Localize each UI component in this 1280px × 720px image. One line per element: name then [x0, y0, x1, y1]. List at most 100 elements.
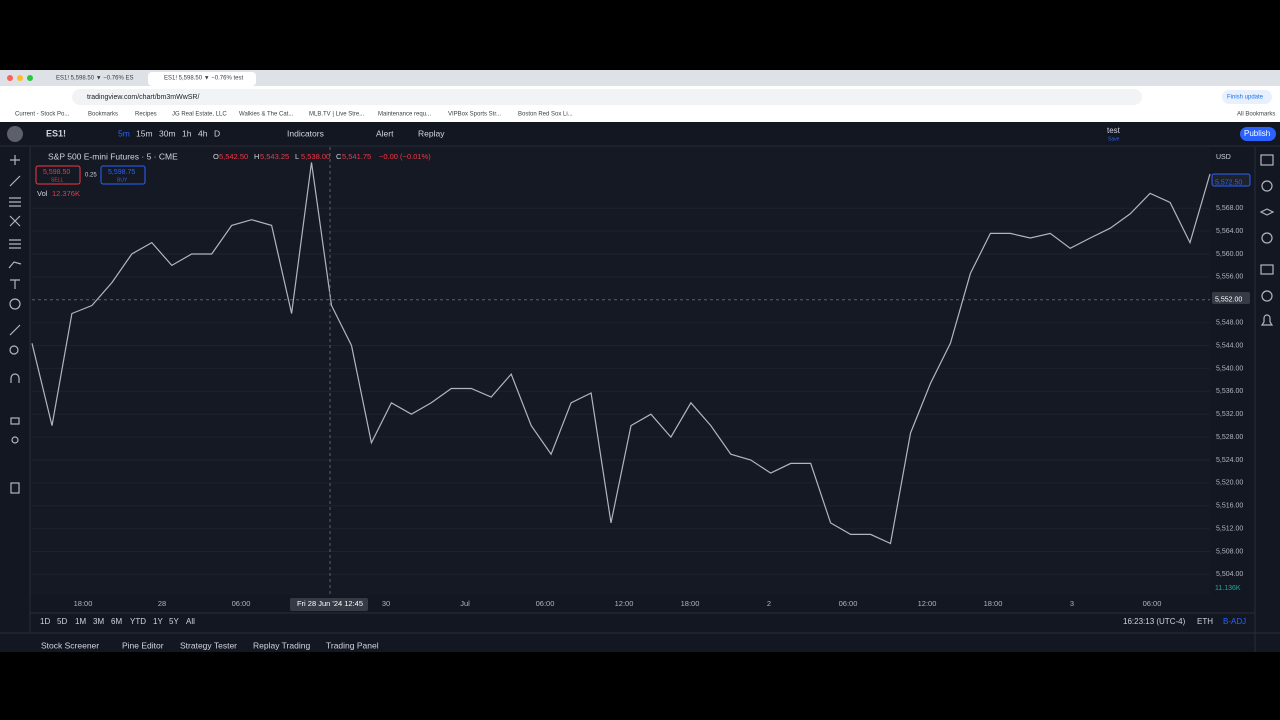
time-label: 18:00: [984, 599, 1003, 608]
ideas[interactable]: [1261, 232, 1273, 244]
alert[interactable]: Alert: [376, 128, 394, 138]
layout-status: Save: [1108, 136, 1120, 142]
buy-price[interactable]: 5,598.75: [108, 169, 135, 176]
tab-title[interactable]: ES1! 5,598.50 ▼ −0.76% ES: [56, 76, 134, 82]
range[interactable]: 5Y: [169, 617, 179, 626]
range[interactable]: 1Y: [153, 617, 163, 626]
range[interactable]: YTD: [130, 617, 146, 626]
tab-title[interactable]: ES1! 5,598.50 ▼ −0.76% test: [164, 76, 243, 82]
bookmark[interactable]: Boston Red Sox Li...: [518, 112, 573, 118]
price-tick-label: 5,508.00: [1216, 548, 1243, 555]
notifications[interactable]: [1260, 314, 1274, 326]
tool-line[interactable]: [9, 175, 21, 187]
interval[interactable]: 30m: [159, 128, 176, 138]
interval[interactable]: 1h: [182, 128, 192, 138]
layers[interactable]: [1259, 208, 1275, 216]
bookmark[interactable]: Current - Stock Po...: [15, 112, 70, 118]
panel-tab[interactable]: Trading Panel: [326, 640, 379, 650]
range[interactable]: 5D: [57, 617, 67, 626]
range[interactable]: 1M: [75, 617, 86, 626]
tool-emoji[interactable]: [9, 298, 21, 310]
range[interactable]: 6M: [111, 617, 122, 626]
session[interactable]: ETH: [1197, 617, 1213, 626]
bookmark[interactable]: Recipes: [135, 112, 157, 118]
ohlc-value: 5,538.00: [301, 152, 330, 161]
tool-eye[interactable]: [11, 436, 19, 444]
avatar[interactable]: [7, 126, 23, 142]
sell-button[interactable]: [35, 165, 81, 185]
adjust[interactable]: B-ADJ: [1223, 617, 1246, 626]
indicators[interactable]: Indicators: [287, 128, 324, 138]
currency[interactable]: USD: [1216, 154, 1231, 161]
time-label: 06:00: [536, 599, 555, 608]
change: −0.00 (−0.01%): [379, 152, 431, 161]
watchlist[interactable]: [1260, 154, 1274, 166]
tool-forecast[interactable]: [9, 239, 21, 249]
finish-update[interactable]: Finish update: [1227, 95, 1264, 101]
bookmark[interactable]: Bookmarks: [88, 112, 118, 118]
interval[interactable]: D: [214, 128, 220, 138]
time-label: 18:00: [681, 599, 700, 608]
active-tab[interactable]: [148, 72, 256, 86]
sell-price[interactable]: 5,598.50: [43, 169, 70, 176]
publish-button[interactable]: [1240, 127, 1276, 141]
tool-ruler[interactable]: [9, 324, 21, 336]
range[interactable]: 1D: [40, 617, 50, 626]
price-tick-label: 5,568.00: [1216, 205, 1243, 212]
buy[interactable]: BUY: [117, 177, 128, 183]
interval[interactable]: 15m: [136, 128, 153, 138]
tool-fib[interactable]: [9, 197, 21, 207]
ohlc-value: 5,542.50: [219, 152, 248, 161]
tab-strip: [0, 70, 1280, 86]
panel-tab[interactable]: Replay Trading: [253, 640, 310, 650]
publish[interactable]: Publish: [1244, 129, 1270, 138]
all-bookmarks[interactable]: All Bookmarks: [1237, 112, 1275, 118]
panel-tab[interactable]: Stock Screener: [41, 640, 99, 650]
volume-label: 11.136K: [1215, 585, 1241, 592]
chat[interactable]: [1260, 264, 1274, 275]
tool-lock[interactable]: [10, 417, 20, 425]
crosshair-time: Fri 28 Jun '24 12:45: [297, 599, 363, 608]
letterbox-bottom: [0, 652, 1280, 720]
symbol[interactable]: ES1!: [46, 128, 66, 138]
omnibox[interactable]: [72, 89, 1142, 105]
bookmark[interactable]: Maintenance requ...: [378, 112, 431, 118]
bookmark[interactable]: MLB.TV | Live Stre...: [309, 112, 365, 118]
bookmark[interactable]: JG Real Estate, LLC: [172, 112, 227, 118]
crosshair-price: 5,552.00: [1215, 297, 1242, 304]
interval[interactable]: 5m: [118, 128, 130, 138]
min-dot[interactable]: [17, 75, 23, 81]
clock[interactable]: 16:23:13 (UTC-4): [1123, 617, 1186, 626]
time-label: 06:00: [1143, 599, 1162, 608]
signals[interactable]: [1261, 290, 1273, 302]
price-tick-label: 5,524.00: [1216, 457, 1243, 464]
tool-cross[interactable]: [10, 155, 20, 165]
bookmark[interactable]: Walkies & The Cat...: [239, 112, 294, 118]
bookmark[interactable]: VIPBox Sports Str...: [448, 112, 501, 118]
tool-zoom[interactable]: [9, 345, 19, 355]
range[interactable]: All: [186, 617, 195, 626]
sell[interactable]: SELL: [51, 177, 63, 183]
tool-brush[interactable]: [8, 261, 22, 269]
close-dot[interactable]: [7, 75, 13, 81]
url[interactable]: tradingview.com/chart/bm3mWwSR/: [87, 94, 199, 101]
tool-pattern[interactable]: [9, 215, 21, 227]
panel-tab[interactable]: Pine Editor: [122, 640, 164, 650]
time-label: 06:00: [232, 599, 251, 608]
range[interactable]: 3M: [93, 617, 104, 626]
interval[interactable]: 4h: [198, 128, 208, 138]
last-price: 5,572.50: [1215, 179, 1242, 186]
max-dot[interactable]: [27, 75, 33, 81]
panel-tab[interactable]: Strategy Tester: [180, 640, 237, 650]
replay[interactable]: Replay: [418, 128, 445, 138]
tool-text[interactable]: [10, 279, 20, 289]
update-button[interactable]: [1222, 90, 1272, 104]
alerts[interactable]: [1261, 180, 1273, 192]
buy-button[interactable]: [100, 165, 146, 185]
tool-trash[interactable]: [10, 482, 20, 494]
layout-name[interactable]: test: [1107, 126, 1121, 135]
tool-magnet[interactable]: [10, 373, 20, 383]
time-label: 06:00: [839, 599, 858, 608]
vol-value: 12.376K: [52, 189, 80, 198]
